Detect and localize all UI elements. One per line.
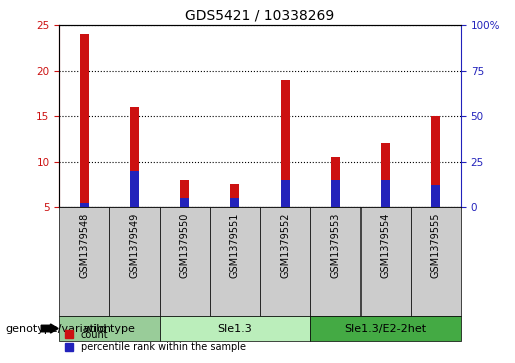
Bar [130, 107, 139, 207]
Text: GSM1379548: GSM1379548 [79, 212, 89, 278]
Bar [360, 207, 410, 316]
Bar [59, 316, 160, 341]
Text: GSM1379555: GSM1379555 [431, 212, 441, 278]
Bar [180, 180, 190, 207]
Bar [281, 180, 290, 207]
Bar [160, 207, 210, 316]
Bar [59, 207, 109, 316]
Bar [160, 316, 310, 341]
Text: GSM1379553: GSM1379553 [331, 212, 340, 278]
Text: GSM1379549: GSM1379549 [130, 212, 140, 278]
Bar [109, 207, 160, 316]
Bar [310, 207, 360, 316]
Bar [80, 203, 89, 207]
Text: Sle1.3/E2-2het: Sle1.3/E2-2het [345, 323, 426, 334]
Text: GSM1379554: GSM1379554 [381, 212, 390, 278]
Bar [431, 116, 440, 207]
Bar [130, 171, 139, 207]
Bar [230, 184, 239, 207]
Text: wild type: wild type [84, 323, 135, 334]
Text: GSM1379552: GSM1379552 [280, 212, 290, 278]
Bar [381, 180, 390, 207]
Legend: count, percentile rank within the sample: count, percentile rank within the sample [61, 326, 250, 356]
Bar [331, 157, 340, 207]
Text: GSM1379550: GSM1379550 [180, 212, 190, 278]
Bar [180, 198, 190, 207]
Bar [260, 207, 310, 316]
Bar [210, 207, 260, 316]
Bar [281, 80, 290, 207]
Bar [80, 34, 89, 207]
Bar [431, 185, 440, 207]
Bar [410, 207, 461, 316]
Text: genotype/variation: genotype/variation [5, 323, 111, 334]
Bar [310, 316, 461, 341]
Bar [230, 198, 239, 207]
Bar [331, 180, 340, 207]
Title: GDS5421 / 10338269: GDS5421 / 10338269 [185, 9, 335, 23]
Text: Sle1.3: Sle1.3 [218, 323, 252, 334]
Bar [381, 143, 390, 207]
Text: GSM1379551: GSM1379551 [230, 212, 240, 278]
